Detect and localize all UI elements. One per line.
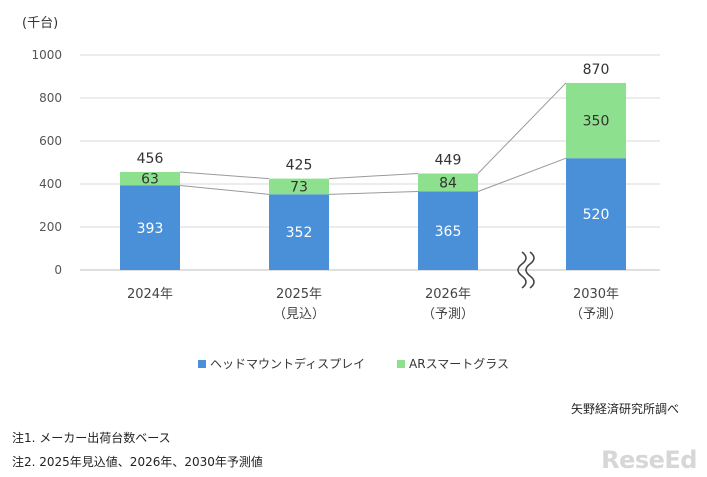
resemom-logo: ReseEd: [601, 446, 697, 474]
connector-hmd-0: [179, 185, 270, 195]
bar-hmd-0: [120, 185, 180, 270]
legend-label-ar: ARスマートグラス: [409, 357, 509, 371]
y-tick-label-800: 800: [39, 91, 62, 105]
legend: ヘッドマウントディスプレイ ARスマートグラス: [0, 355, 707, 372]
note-2: 注2. 2025年見込値、2026年、2030年予測値: [12, 455, 263, 469]
data-label-ar-2: 84: [439, 175, 457, 191]
legend-swatch-hmd: [198, 359, 207, 368]
connector-total-1: [328, 172, 419, 180]
bar-ar-2: [418, 173, 478, 192]
y-axis-unit: (千台): [22, 16, 59, 31]
x-tick-label-3: 2030年: [573, 287, 619, 302]
connector-hmd-1: [328, 191, 419, 195]
bar-hmd-1: [269, 194, 329, 270]
data-label-ar-1: 73: [290, 179, 308, 195]
y-tick-label-600: 600: [39, 134, 62, 148]
bar-ar-0: [120, 171, 180, 186]
source-credit: 矢野経済研究所調べ: [570, 402, 679, 416]
bar-ar-3: [566, 82, 626, 159]
y-tick-label-400: 400: [39, 177, 62, 191]
legend-swatch-ar: [397, 359, 406, 368]
data-label-hmd-1: 352: [286, 225, 313, 241]
connector-total-0: [179, 171, 270, 180]
legend-label-hmd: ヘッドマウントディスプレイ: [210, 357, 366, 371]
data-label-ar-0: 63: [141, 172, 159, 188]
x-tick-sublabel-3: （予測）: [570, 307, 622, 322]
x-tick-sublabel-1: （見込）: [273, 307, 325, 322]
y-tick-label-1000: 1000: [31, 48, 62, 62]
data-label-hmd-2: 365: [435, 224, 462, 240]
total-label-3: 870: [583, 62, 610, 78]
y-tick-label-200: 200: [39, 220, 62, 234]
x-tick-label-0: 2024年: [127, 287, 173, 302]
axis-break-line-0: [517, 251, 527, 289]
note-1: 注1. メーカー出荷台数ベース: [12, 431, 171, 445]
x-tick-label-2: 2026年: [425, 287, 471, 302]
total-label-2: 449: [435, 152, 462, 168]
data-label-ar-3: 350: [583, 114, 610, 130]
connector-hmd-2: [477, 157, 567, 192]
legend-item-ar: ARスマートグラス: [397, 355, 509, 372]
x-tick-sublabel-2: （予測）: [422, 307, 474, 322]
total-label-0: 456: [137, 151, 164, 167]
data-label-hmd-0: 393: [137, 221, 164, 237]
connector-total-2: [477, 82, 567, 174]
axis-break-line-1: [525, 251, 535, 289]
data-label-hmd-3: 520: [583, 207, 610, 223]
legend-item-hmd: ヘッドマウントディスプレイ: [198, 355, 365, 372]
bar-ar-1: [269, 178, 329, 195]
total-label-1: 425: [286, 158, 313, 174]
x-tick-label-1: 2025年: [276, 287, 322, 302]
y-tick-label-0: 0: [54, 263, 62, 277]
bar-hmd-3: [566, 158, 626, 270]
bar-hmd-2: [418, 191, 478, 270]
